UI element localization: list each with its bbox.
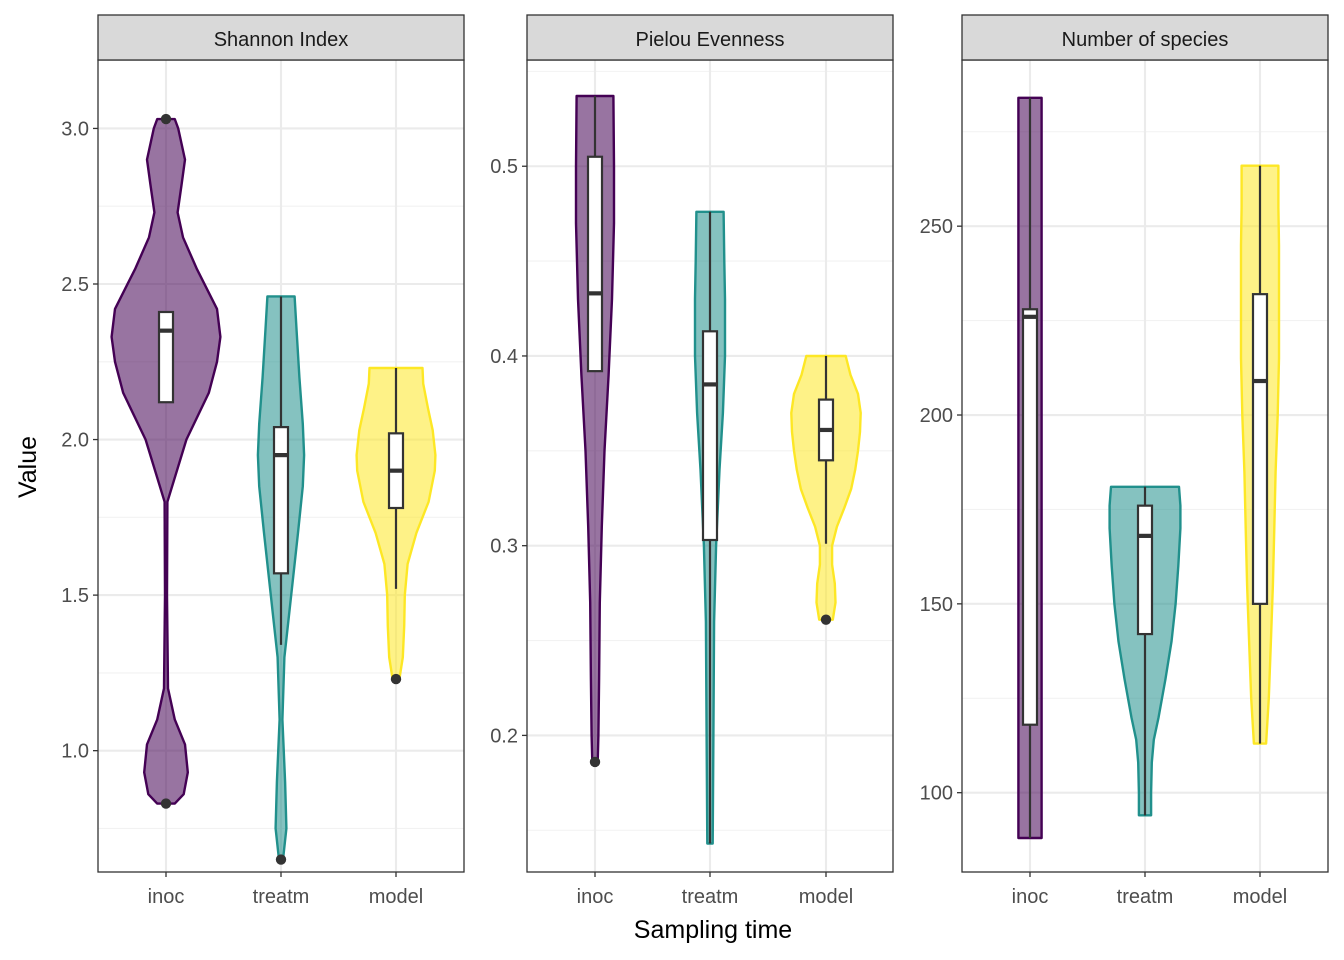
y-tick-label: 3.0 bbox=[61, 118, 89, 140]
y-tick-label: 150 bbox=[920, 594, 953, 616]
series-treatm bbox=[256, 295, 306, 865]
x-tick-label: model bbox=[1233, 886, 1287, 908]
x-tick-label: model bbox=[369, 886, 423, 908]
outlier-point bbox=[820, 614, 832, 625]
y-tick-label: 1.5 bbox=[61, 585, 89, 607]
y-axis-title: Value bbox=[14, 436, 42, 498]
violin-inoc bbox=[574, 94, 616, 764]
x-tick-label: treatm bbox=[682, 886, 739, 908]
x-axis-title: Sampling time bbox=[634, 916, 792, 944]
series-model bbox=[355, 366, 437, 685]
y-tick-label: 0.2 bbox=[490, 725, 518, 747]
x-tick-label: inoc bbox=[1012, 886, 1049, 908]
box-inoc bbox=[586, 155, 604, 373]
strip-title: Number of species bbox=[1062, 29, 1229, 51]
box-treatm bbox=[272, 426, 290, 575]
x-tick-label: treatm bbox=[253, 886, 310, 908]
box-inoc bbox=[1021, 308, 1039, 726]
series-inoc bbox=[574, 94, 616, 768]
outlier-point bbox=[589, 756, 601, 768]
strip-background bbox=[526, 14, 894, 61]
y-tick-label: 1.0 bbox=[61, 741, 89, 763]
panel-3: Number of species 100 150 200 250 inoc treatm m… bbox=[920, 14, 1329, 908]
series-inoc bbox=[1017, 96, 1043, 840]
y-tick-label: 0.3 bbox=[490, 536, 518, 558]
outlier-point bbox=[275, 854, 287, 865]
violin-inoc bbox=[110, 117, 222, 805]
box-model bbox=[1251, 293, 1269, 605]
x-tick-label: treatm bbox=[1117, 886, 1174, 908]
box-treatm bbox=[701, 330, 719, 542]
y-tick-label: 100 bbox=[920, 783, 953, 805]
series-model bbox=[1239, 164, 1281, 745]
strip-title: Pielou Evenness bbox=[636, 29, 785, 51]
outlier-point bbox=[160, 798, 172, 809]
series-inoc bbox=[110, 113, 222, 809]
strip-title: Shannon Index bbox=[214, 29, 349, 51]
y-tick-label: 2.5 bbox=[61, 274, 89, 296]
box-treatm bbox=[1136, 504, 1154, 636]
series-treatm bbox=[693, 210, 727, 845]
outlier-point bbox=[390, 673, 402, 685]
y-tick-label: 2.0 bbox=[61, 430, 89, 452]
y-tick-label: 250 bbox=[920, 216, 953, 238]
panel-2: Pielou Evenness 0.2 0.3 0.4 0.5 inoc treatm mod… bbox=[490, 14, 894, 908]
series-treatm bbox=[1108, 485, 1182, 817]
box-inoc bbox=[157, 310, 175, 404]
y-tick-label: 0.5 bbox=[490, 156, 518, 178]
y-tick-label: 0.4 bbox=[490, 346, 518, 368]
x-tick-label: inoc bbox=[577, 886, 614, 908]
y-tick-label: 200 bbox=[920, 405, 953, 427]
panel-1: Shannon Index 1.0 1.5 2.0 2.5 3.0 inoc treatm mo… bbox=[61, 14, 465, 908]
outlier-point bbox=[160, 113, 172, 125]
strip-background bbox=[97, 14, 465, 61]
series-model bbox=[790, 354, 862, 625]
x-tick-label: model bbox=[799, 886, 853, 908]
strip-background bbox=[961, 14, 1329, 61]
x-tick-label: inoc bbox=[148, 886, 185, 908]
